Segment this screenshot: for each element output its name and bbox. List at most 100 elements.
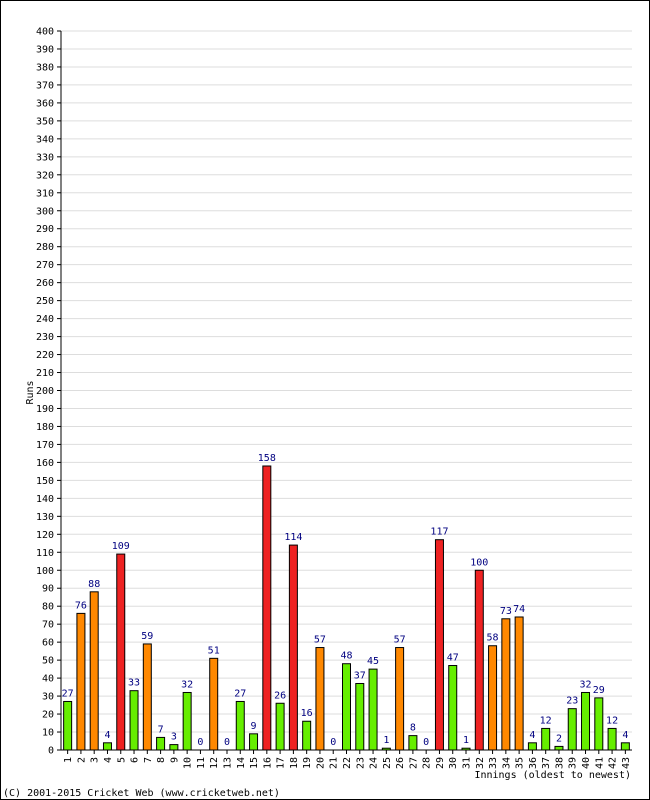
data-label-innings-10: 32 [181, 679, 193, 690]
x-tick-label: 25 [382, 757, 393, 769]
y-tick-label: 300 [36, 206, 54, 217]
y-tick-label: 90 [42, 584, 54, 595]
y-tick-label: 250 [36, 296, 54, 307]
y-tick-label: 190 [36, 404, 54, 415]
data-label-innings-32: 100 [470, 557, 488, 568]
data-label-innings-26: 57 [394, 635, 406, 646]
y-tick-label: 240 [36, 314, 54, 325]
y-tick-label: 180 [36, 422, 54, 433]
x-tick-label: 11 [196, 757, 207, 769]
data-label-innings-31: 1 [463, 735, 469, 746]
y-tick-label: 170 [36, 440, 54, 451]
x-tick-label: 19 [302, 757, 313, 769]
data-label-innings-40: 32 [579, 679, 591, 690]
bar-innings-20 [315, 647, 325, 751]
bar-innings-39 [567, 708, 577, 751]
bar-innings-9 [169, 744, 179, 751]
bar-innings-33 [488, 645, 498, 751]
y-tick-label: 120 [36, 530, 54, 541]
copyright-text: (C) 2001-2015 Cricket Web (www.cricketwe… [3, 788, 280, 799]
data-label-innings-34: 73 [500, 606, 512, 617]
data-label-innings-13: 0 [224, 737, 230, 748]
y-tick-label: 130 [36, 512, 54, 523]
y-tick-label: 230 [36, 332, 54, 343]
bar-innings-6 [129, 690, 139, 751]
x-axis-label: Innings (oldest to newest) [474, 770, 631, 781]
bar-innings-29 [434, 539, 444, 751]
y-axis-label: Runs [25, 380, 36, 404]
bar-innings-14 [235, 700, 245, 751]
x-tick-label: 17 [276, 757, 287, 769]
bar-innings-40 [581, 691, 591, 751]
y-tick-label: 370 [36, 80, 54, 91]
data-label-innings-12: 51 [208, 645, 220, 656]
data-label-innings-4: 4 [104, 730, 110, 741]
y-tick-label: 360 [36, 98, 54, 109]
bar-innings-4 [102, 742, 112, 751]
x-tick-label: 42 [608, 757, 619, 769]
data-label-innings-37: 12 [540, 715, 552, 726]
bar-innings-10 [182, 691, 192, 751]
data-label-innings-15: 9 [251, 721, 257, 732]
bar-innings-24 [368, 668, 378, 751]
data-label-innings-16: 158 [258, 453, 276, 464]
y-tick-label: 30 [42, 692, 54, 703]
x-tick-label: 38 [554, 757, 565, 769]
data-label-innings-14: 27 [234, 688, 246, 699]
bar-innings-1 [63, 700, 73, 751]
bar-innings-26 [395, 647, 405, 751]
data-label-innings-28: 0 [423, 737, 429, 748]
data-label-innings-1: 27 [62, 688, 74, 699]
data-label-innings-6: 33 [128, 678, 140, 689]
data-label-innings-19: 16 [301, 708, 313, 719]
data-label-innings-42: 12 [606, 715, 618, 726]
bar-innings-30 [448, 665, 458, 751]
x-tick-label: 28 [422, 757, 433, 769]
bar-innings-32 [474, 569, 484, 751]
y-tick-label: 320 [36, 170, 54, 181]
data-label-innings-7: 59 [141, 631, 153, 642]
y-tick-label: 50 [42, 656, 54, 667]
y-tick-label: 340 [36, 134, 54, 145]
bar-innings-35 [514, 616, 524, 751]
data-label-innings-39: 23 [566, 696, 578, 707]
data-label-innings-25: 1 [383, 735, 389, 746]
x-tick-label: 9 [169, 757, 180, 763]
data-label-innings-20: 57 [314, 635, 326, 646]
x-tick-label: 5 [116, 757, 127, 763]
data-label-innings-21: 0 [330, 737, 336, 748]
bar-innings-42 [607, 727, 617, 751]
bar-innings-38 [554, 745, 564, 751]
x-axis-ticks: 1 2 3 4 5 6 7 8 9 10 11 12 13 14 15 16 17 18 19 20 21 22 23 24 2… [63, 750, 632, 769]
y-tick-label: 280 [36, 242, 54, 253]
data-label-innings-11: 0 [197, 737, 203, 748]
bar-innings-12 [209, 657, 219, 751]
bar-innings-37 [541, 727, 551, 751]
y-tick-label: 260 [36, 278, 54, 289]
x-tick-label: 35 [515, 757, 526, 769]
x-tick-label: 8 [156, 757, 167, 763]
y-tick-label: 80 [42, 602, 54, 613]
y-axis-ticks: 0 10 20 30 40 50 60 70 80 90 100 110 120 130 140 150 160… [36, 27, 61, 757]
bars [63, 465, 630, 751]
data-label-innings-27: 8 [410, 723, 416, 734]
x-tick-label: 37 [541, 757, 552, 769]
y-tick-label: 270 [36, 260, 54, 271]
x-tick-label: 15 [249, 757, 260, 769]
x-tick-label: 21 [329, 757, 340, 769]
x-tick-label: 43 [621, 757, 632, 769]
bar-innings-19 [302, 720, 312, 751]
y-tick-label: 70 [42, 620, 54, 631]
y-tick-label: 310 [36, 188, 54, 199]
x-tick-label: 30 [448, 757, 459, 769]
x-tick-label: 7 [143, 757, 154, 763]
data-label-innings-9: 3 [171, 732, 177, 743]
y-tick-label: 0 [48, 746, 54, 757]
x-tick-label: 22 [342, 757, 353, 769]
data-label-innings-23: 37 [354, 670, 366, 681]
y-tick-label: 350 [36, 116, 54, 127]
data-label-innings-5: 109 [112, 541, 130, 552]
x-tick-label: 13 [222, 757, 233, 769]
